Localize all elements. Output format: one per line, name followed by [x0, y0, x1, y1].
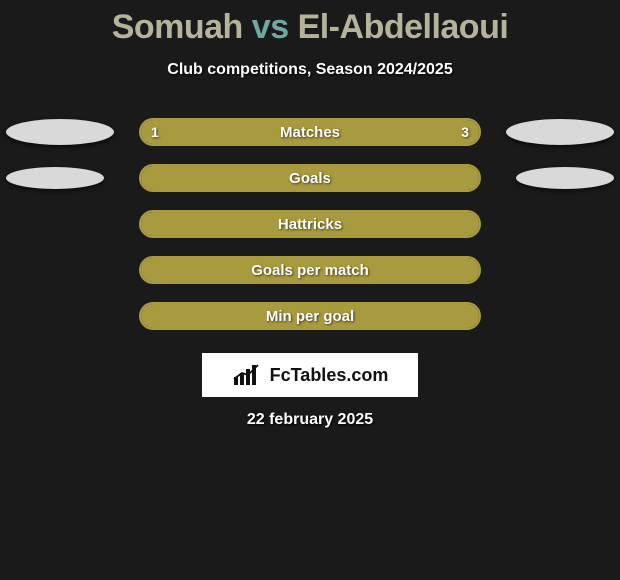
title-vs: vs: [252, 8, 289, 46]
player2-ellipse: [516, 167, 614, 189]
stat-label: Min per goal: [141, 304, 479, 328]
comparison-row: Min per goal: [0, 301, 620, 333]
stat-bar: Hattricks: [139, 210, 481, 238]
comparison-row: Goals per match: [0, 255, 620, 287]
comparison-infographic: Somuah vs El-Abdellaoui Club competition…: [0, 0, 620, 429]
stat-label: Hattricks: [141, 212, 479, 236]
logo-text: FcTables.com: [270, 365, 389, 386]
logo-box: FcTables.com: [202, 353, 418, 397]
comparison-row: 13Matches: [0, 117, 620, 149]
comparison-rows: 13Matches Goals Hattricks Goals per match Mi…: [0, 117, 620, 333]
stat-label: Matches: [141, 120, 479, 144]
stat-bar: 13Matches: [139, 118, 481, 146]
player2-ellipse: [506, 119, 614, 145]
subtitle: Club competitions, Season 2024/2025: [0, 61, 620, 79]
player1-ellipse: [6, 167, 104, 189]
stat-label: Goals per match: [141, 258, 479, 282]
page-title: Somuah vs El-Abdellaoui: [0, 8, 620, 47]
bars-icon: [232, 363, 262, 387]
date-label: 22 february 2025: [0, 411, 620, 429]
comparison-row: Hattricks: [0, 209, 620, 241]
player1-name: Somuah: [112, 8, 243, 46]
player1-ellipse: [6, 119, 114, 145]
stat-bar: Min per goal: [139, 302, 481, 330]
stat-bar: Goals: [139, 164, 481, 192]
stat-bar: Goals per match: [139, 256, 481, 284]
player2-name: El-Abdellaoui: [298, 8, 509, 46]
comparison-row: Goals: [0, 163, 620, 195]
stat-label: Goals: [141, 166, 479, 190]
